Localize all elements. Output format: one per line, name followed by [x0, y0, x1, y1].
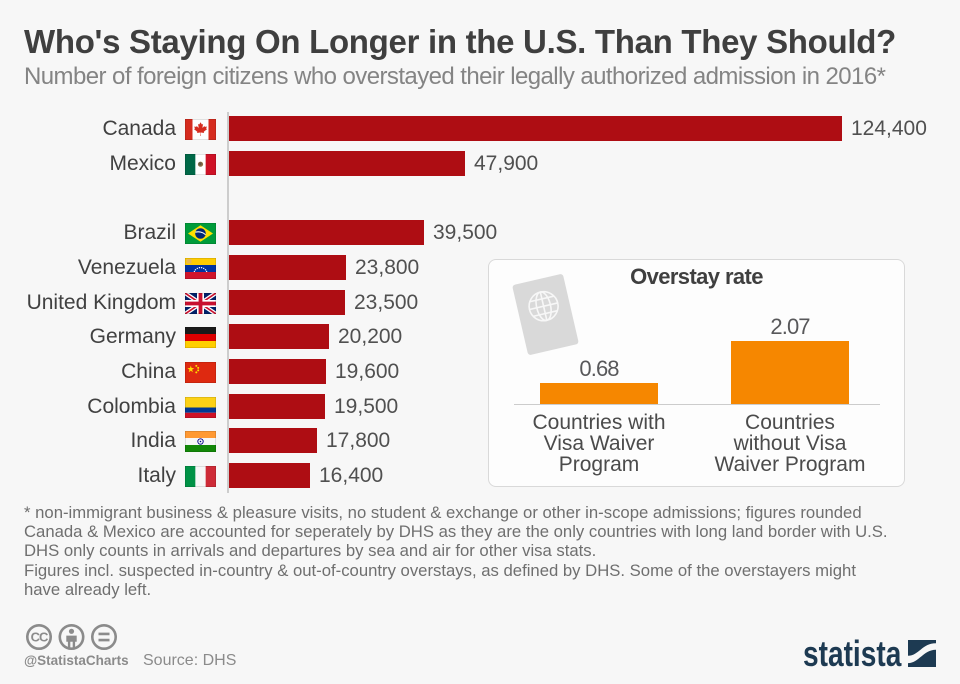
svg-text:CC: CC — [31, 630, 49, 645]
